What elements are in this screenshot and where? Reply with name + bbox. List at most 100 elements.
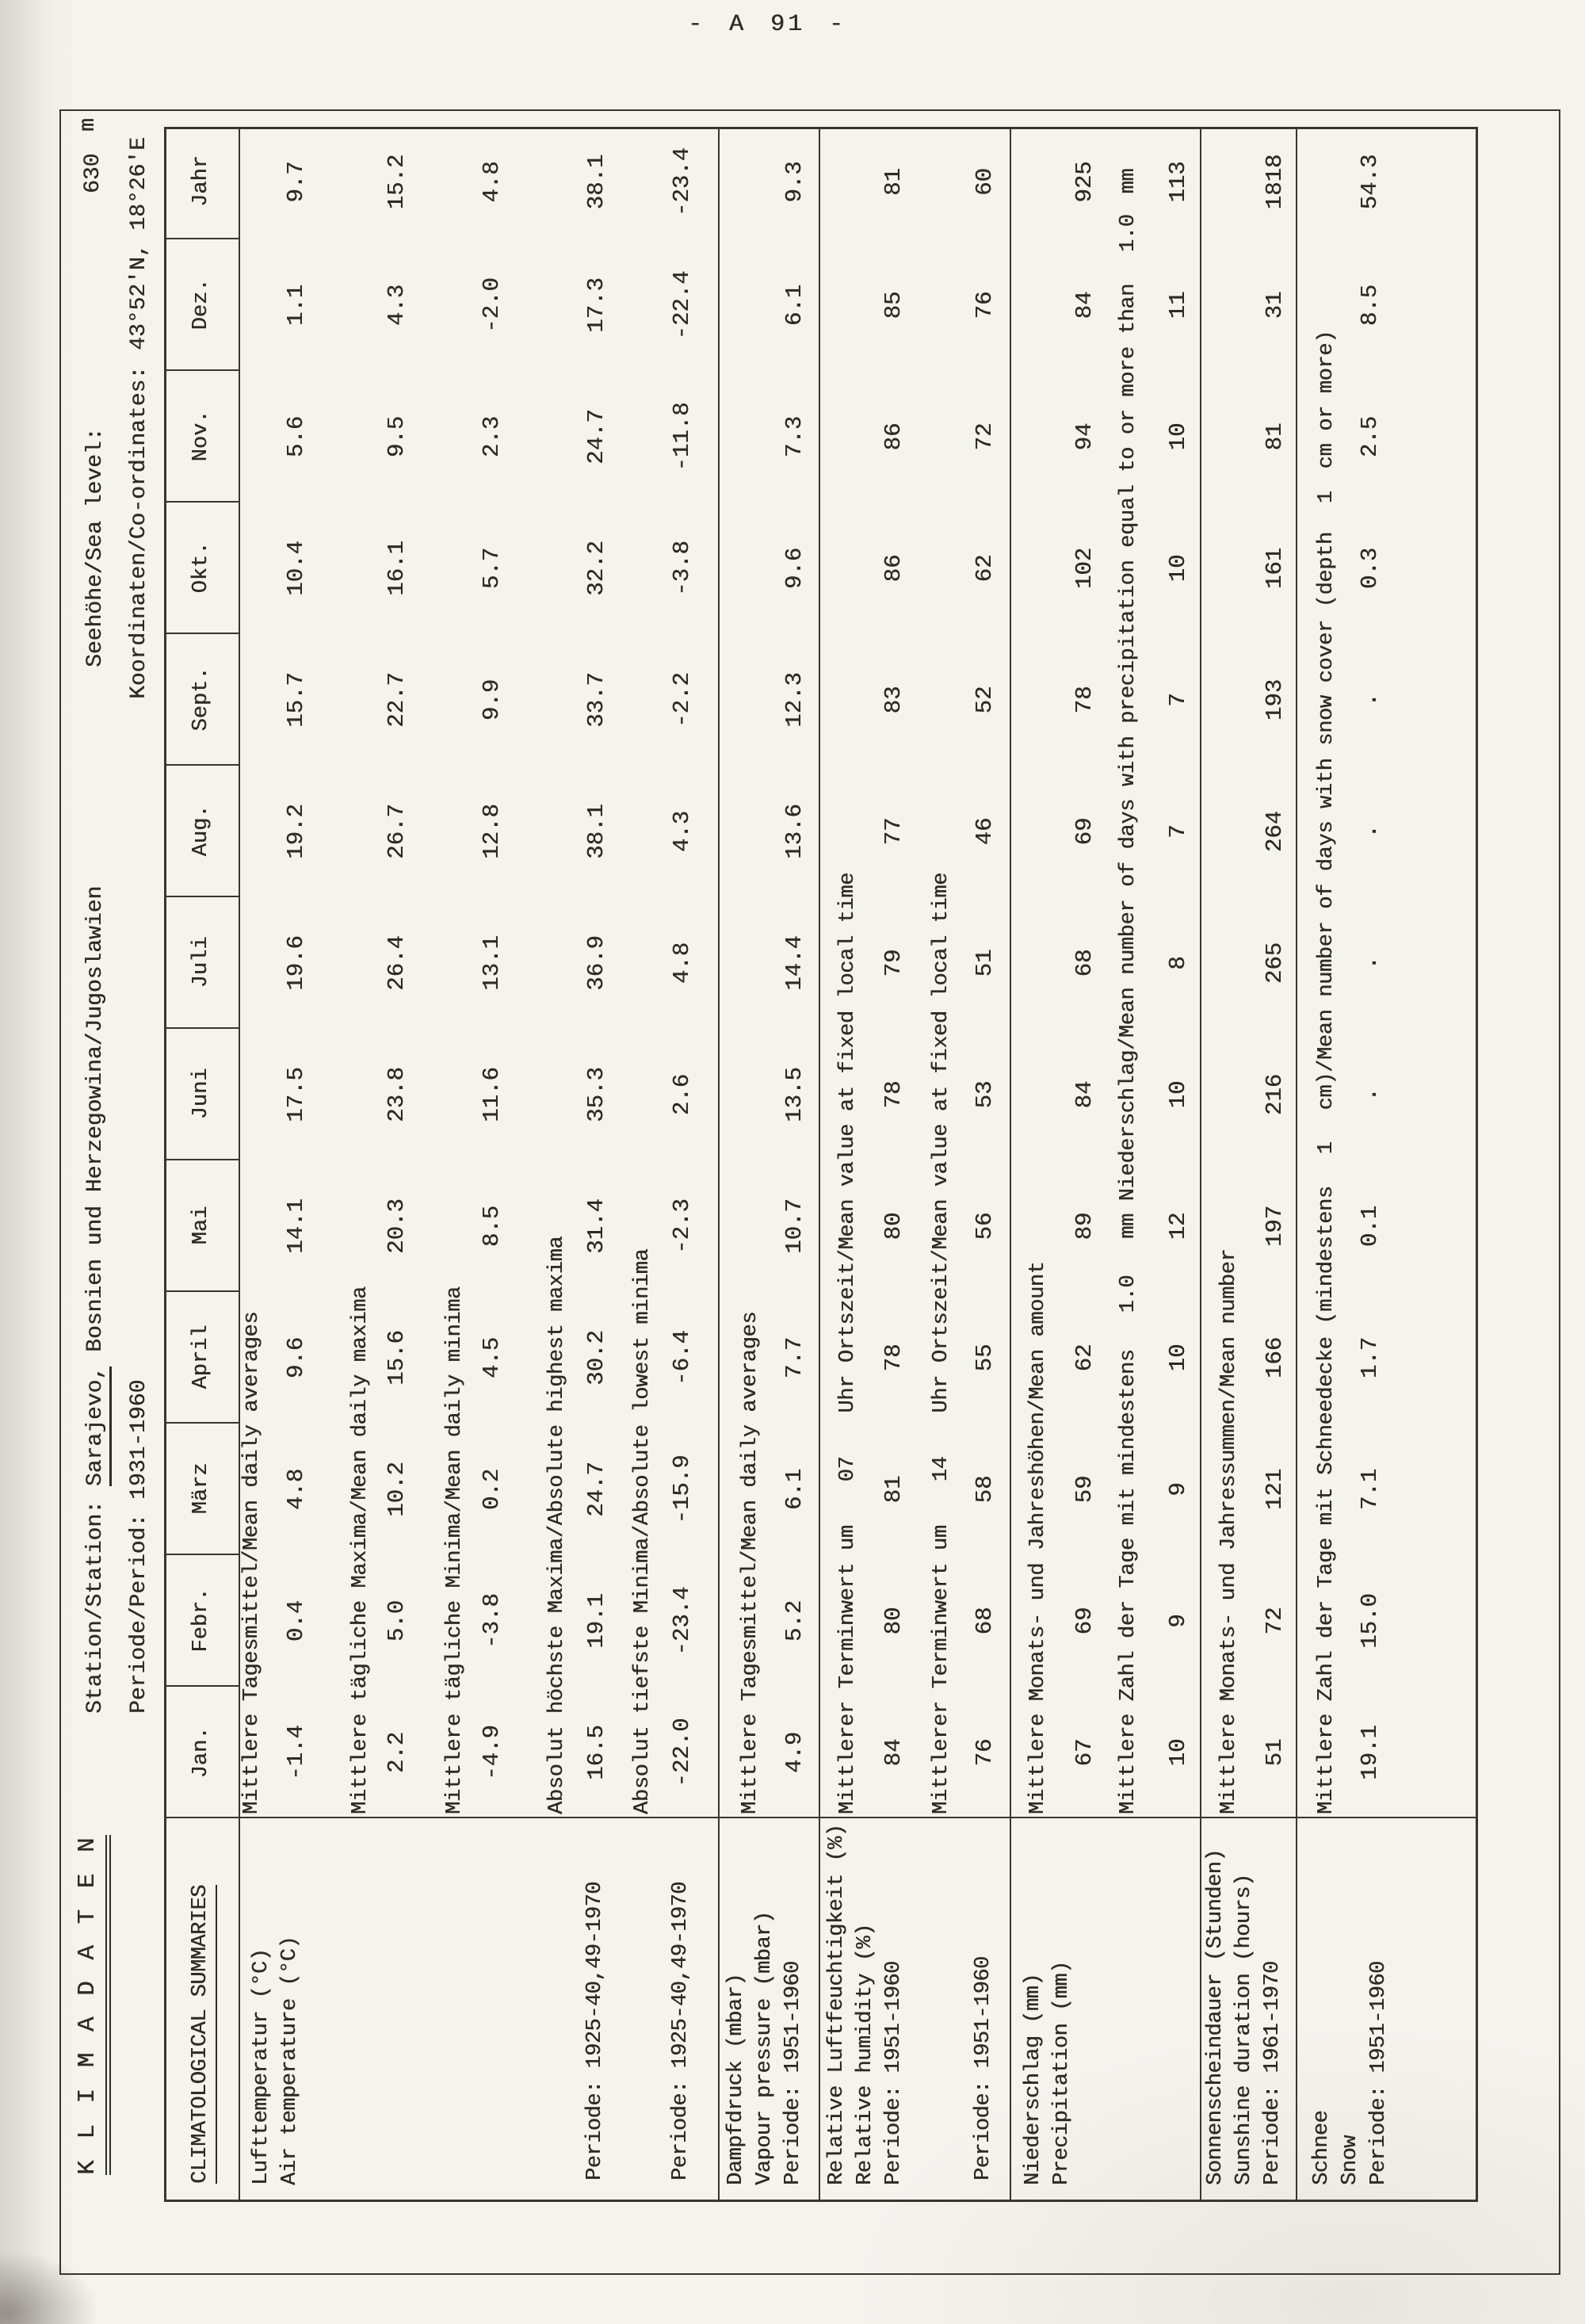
month-header-10: Nov. [166,371,239,503]
value-cell: 10.7 [781,1198,808,1254]
value-cell: 10 [1165,1738,1191,1767]
value-cell: 2.6 [669,1073,695,1116]
value-cell: 58 [972,1475,998,1504]
value-cell: 7 [1165,824,1191,839]
section-label: Relative Luftfeuchtigkeit (%) [825,1824,849,2185]
value-cell: 19.2 [283,804,309,859]
value-cell: . [1357,824,1383,839]
value-cell: 16.5 [583,1725,609,1780]
value-cell: 9.6 [283,1336,309,1379]
value-cell: 5.7 [479,547,505,590]
row-label: Mittlere Tagesmittel/Mean daily averages [739,1312,763,1814]
value-cell: 26.7 [384,804,410,859]
value-cell: 56 [972,1212,998,1240]
value-cell: 11 [1165,291,1191,319]
value-cell: 36.9 [583,935,609,991]
row-label-text: 14 [930,1456,953,1482]
value-cell: 10.4 [283,541,309,596]
period-line: Periode/Period: 1931-1960 [127,1379,152,1714]
row-label-text: 1 [1315,1141,1339,1155]
value-cell: 80 [880,1212,907,1240]
row-label-text: 1.0 [1117,214,1140,253]
value-cell: 84 [1071,291,1098,319]
section-divider [819,129,820,2200]
value-cell: 13.6 [781,804,808,859]
value-cell: 72 [972,422,998,451]
value-cell: 10.2 [384,1462,410,1517]
row-label: Absolut höchste Maxima/Absolute highest … [545,1237,570,1814]
row-label-text: Uhr Ortszeit/Mean value at fixed local t… [930,872,953,1413]
value-cell: -11.8 [669,402,695,472]
row-label-text: Mittlere Tagesmittel/Mean daily averages [240,1311,264,1814]
row-label-text: 07 [836,1456,860,1482]
value-cell: 1.7 [1357,1336,1383,1379]
value-cell: 4.9 [781,1731,808,1774]
value-cell: -1.4 [283,1725,309,1780]
value-cell: 46 [972,817,998,846]
value-cell: 6.1 [781,1468,808,1511]
value-cell: 7.1 [1357,1468,1383,1511]
value-cell: 19.1 [1357,1725,1383,1780]
value-cell: 26.4 [384,935,410,991]
value-cell: 4.8 [283,1468,309,1511]
section-label: Sunshine duration (hours) [1232,1874,1256,2185]
row-label: Mittlerer Terminwert um 07 Uhr Ortszeit/Me… [836,873,861,1814]
value-cell: 4.8 [479,161,505,203]
value-cell: 9.6 [781,547,808,590]
month-header-3: April [166,1292,239,1424]
row-label: Mittlere tägliche Maxima/Mean daily maxi… [349,1286,373,1814]
month-header-7: Aug. [166,766,239,897]
coordinates-label: Koordinaten/Co-ordinates: [127,365,151,699]
value-cell: 78 [1071,686,1098,714]
value-cell: 9 [1165,1482,1191,1496]
section-divider [1296,129,1297,2200]
row-label: Mittlere tägliche Minima/Mean daily mini… [443,1286,468,1814]
value-cell: 60 [972,168,998,196]
value-cell: -15.9 [669,1454,695,1524]
value-cell: 0.2 [479,1468,505,1511]
value-cell: 7.7 [781,1336,808,1379]
value-cell: 8.5 [1357,284,1383,327]
value-cell: -3.8 [479,1593,505,1649]
value-cell: 10 [1165,1080,1191,1109]
sea-level-label: Seehöhe/Sea level: [83,427,108,667]
station-line: Station/Station: Sarajevo, Bosnien und Her… [83,886,112,1714]
value-cell: 38.1 [583,154,609,210]
value-cell: 102 [1071,547,1098,590]
value-cell: 51 [972,949,998,977]
row-label-text: mm [1117,168,1140,194]
value-cell: 0.3 [1357,547,1383,590]
value-cell: 15.7 [283,672,309,728]
row-label-text: Mittlerer Terminwert um [836,1525,860,1814]
page-number: - A 91 - [688,11,847,38]
coordinates-line: Koordinaten/Co-ordinates: 43°52'N, 18°26'… [127,137,152,699]
value-cell: 31.4 [583,1198,609,1254]
value-cell: 161 [1262,547,1288,590]
row-label-text: Mittlere Zahl der Tage mit Schneedecke (… [1315,1186,1339,1814]
value-cell: 80 [880,1607,907,1635]
value-cell: 86 [880,422,907,451]
value-cell: 14.4 [781,935,808,991]
station-label: Station/Station: [83,1500,108,1714]
section-label: Sonnenscheindauer (Stunden) [1204,1849,1228,2185]
value-cell: -2.3 [669,1198,695,1254]
value-cell: 52 [972,686,998,714]
value-cell: 12.8 [479,804,505,859]
period-value: 1931-1960 [127,1379,151,1500]
row-label: Absolut tiefste Minima/Absolute lowest m… [631,1249,655,1814]
value-cell: 12.3 [781,672,808,728]
value-cell: -23.4 [669,147,695,217]
value-cell: 17.3 [583,277,609,333]
value-cell: 216 [1262,1073,1288,1116]
value-cell: 6.1 [781,284,808,327]
row-label: Mittlere Zahl der Tage mit mindestens 1.0… [1117,169,1141,1814]
month-header-8: Sept. [166,634,239,766]
month-header-9: Okt. [166,503,239,634]
value-cell: 31 [1262,291,1288,319]
section-label: Relative humidity (%) [854,1924,877,2185]
value-cell: 76 [972,291,998,319]
section-label: Niederschlag (mm) [1022,1974,1045,2185]
section-label: Air temperature (°C) [278,1936,302,2185]
section-label: Lufttemperatur (°C) [250,1948,273,2185]
